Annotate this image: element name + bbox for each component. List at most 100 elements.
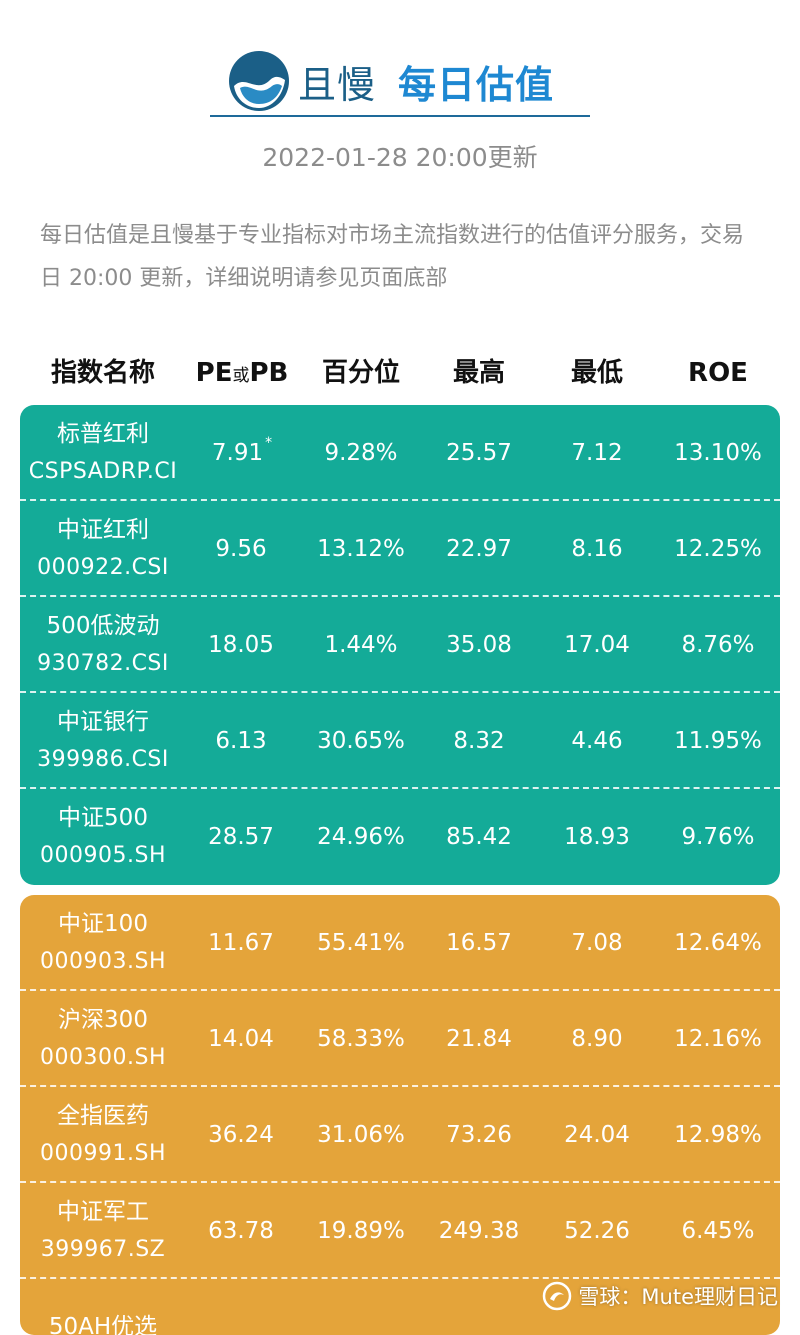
cell-percentile: 13.12% <box>302 501 420 597</box>
col-header-low: 最低 <box>538 348 656 398</box>
index-name: 沪深300 <box>58 1002 148 1039</box>
col-header-high: 最高 <box>420 348 538 398</box>
cell-percentile: 9.28% <box>302 405 420 501</box>
cell-percentile <box>302 1279 420 1335</box>
value-value: 9.56 <box>215 536 266 562</box>
cell-high: 16.57 <box>420 895 538 991</box>
index-code: 000922.CSI <box>37 549 169 586</box>
high-value: 22.97 <box>446 536 512 562</box>
page-header: 且慢 每日估值 <box>0 40 800 120</box>
roe-value: 9.76% <box>681 824 754 850</box>
description-text: 每日估值是且慢基于专业指标对市场主流指数进行的估值评分服务，交易日 20:00 … <box>40 214 762 300</box>
low-value: 17.04 <box>564 632 630 658</box>
cell-percentile: 24.96% <box>302 789 420 885</box>
cell-roe: 13.10% <box>656 405 780 501</box>
watermark-separator: ： <box>620 1281 641 1311</box>
cell-low: 4.46 <box>538 693 656 789</box>
cell-low: 24.04 <box>538 1087 656 1183</box>
cell-value: 6.13 <box>186 693 298 789</box>
cell-value: 36.24 <box>186 1087 298 1183</box>
index-code: 399967.SZ <box>41 1231 166 1268</box>
watermark-author: Mute理财日记 <box>641 1281 778 1311</box>
high-value: 25.57 <box>446 440 512 466</box>
cell-value: 28.57 <box>186 789 298 885</box>
cell-roe: 9.76% <box>656 789 780 885</box>
cell-value: 9.56 <box>186 501 298 597</box>
high-value: 249.38 <box>439 1218 519 1244</box>
percentile-value: 13.12% <box>317 536 405 562</box>
table-header: 指数名称 PE或PB 百分位 最高 最低 ROE <box>20 348 780 398</box>
cell-percentile: 58.33% <box>302 991 420 1087</box>
cell-percentile: 30.65% <box>302 693 420 789</box>
cell-low: 8.16 <box>538 501 656 597</box>
cell-roe: 12.98% <box>656 1087 780 1183</box>
page-title: 每日估值 <box>398 54 554 109</box>
watermark: 雪球 ： Mute理财日记 <box>542 1276 778 1316</box>
index-name: 中证军工 <box>57 1194 149 1231</box>
cell-high: 22.97 <box>420 501 538 597</box>
cell-value: 11.67 <box>186 895 298 991</box>
high-value: 85.42 <box>446 824 512 850</box>
cell-high: 249.38 <box>420 1183 538 1279</box>
col-header-percentile: 百分位 <box>302 348 420 398</box>
cell-high: 25.57 <box>420 405 538 501</box>
index-name-cell: 50AH优选 <box>20 1279 186 1335</box>
index-code: 930782.CSI <box>37 645 169 682</box>
cell-low: 7.12 <box>538 405 656 501</box>
col-header-pe-pb: PE或PB <box>186 348 298 398</box>
col-header-or: 或 <box>232 366 249 386</box>
low-value: 7.08 <box>571 930 622 956</box>
index-code: 399986.CSI <box>37 741 169 778</box>
cell-roe: 12.64% <box>656 895 780 991</box>
value-value: 11.67 <box>208 930 274 956</box>
high-value: 8.32 <box>453 728 504 754</box>
low-value: 18.93 <box>564 824 630 850</box>
brand-name: 且慢 <box>298 54 376 109</box>
cell-percentile: 1.44% <box>302 597 420 693</box>
logo-row: 且慢 每日估值 <box>228 48 554 114</box>
percentile-value: 1.44% <box>324 632 397 658</box>
value-value: 18.05 <box>208 632 274 658</box>
cell-value: 14.04 <box>186 991 298 1087</box>
percentile-value: 55.41% <box>317 930 405 956</box>
roe-value: 11.95% <box>674 728 762 754</box>
value-value: 6.13 <box>215 728 266 754</box>
cell-low: 52.26 <box>538 1183 656 1279</box>
low-value: 52.26 <box>564 1218 630 1244</box>
footnote-mark: * <box>265 435 272 451</box>
high-value: 21.84 <box>446 1026 512 1052</box>
roe-value: 12.98% <box>674 1122 762 1148</box>
low-value: 7.12 <box>571 440 622 466</box>
roe-value: 6.45% <box>681 1218 754 1244</box>
high-value: 73.26 <box>446 1122 512 1148</box>
value-value: 36.24 <box>208 1122 274 1148</box>
index-code: 000905.SH <box>40 837 166 874</box>
index-name: 500低波动 <box>47 608 160 645</box>
cell-high: 85.42 <box>420 789 538 885</box>
index-name: 中证100 <box>58 906 148 943</box>
col-header-roe: ROE <box>656 348 780 398</box>
col-header-pb: PB <box>249 358 288 388</box>
index-name: 中证红利 <box>57 512 149 549</box>
cell-roe: 11.95% <box>656 693 780 789</box>
qieman-logo-icon <box>228 50 290 112</box>
update-time: 2022-01-28 20:00更新 <box>0 138 800 174</box>
roe-value: 8.76% <box>681 632 754 658</box>
cell-high: 8.32 <box>420 693 538 789</box>
cell-percentile: 31.06% <box>302 1087 420 1183</box>
